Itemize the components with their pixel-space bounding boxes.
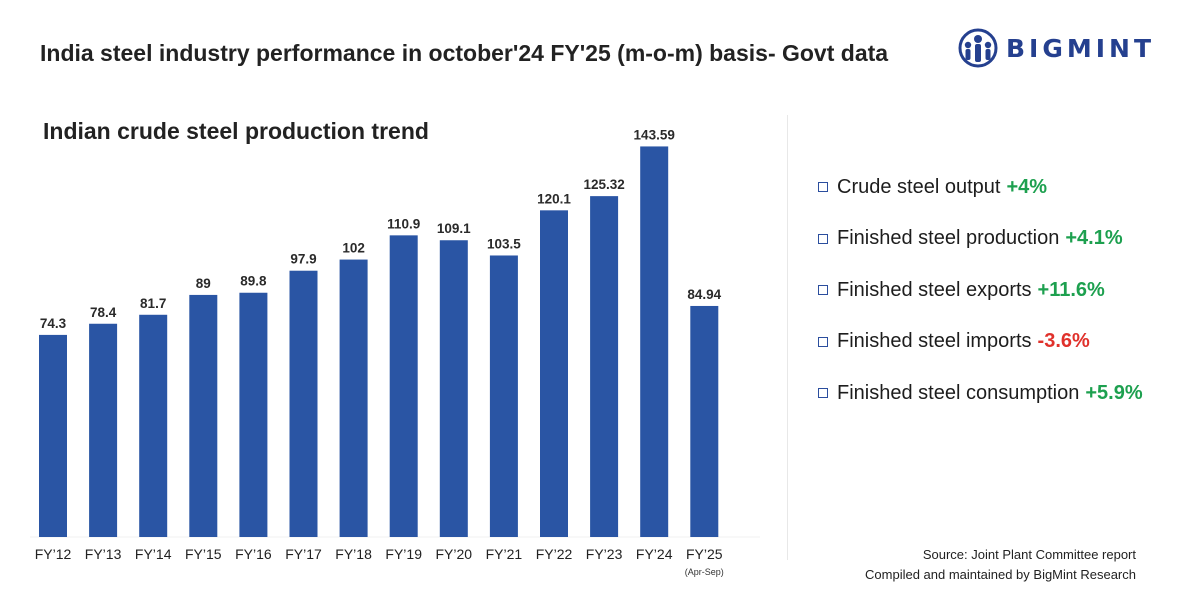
metric-finished-steel-consumption: Finished steel consumption +5.9% [818, 378, 1143, 408]
data-label: 84.94 [687, 287, 721, 302]
metric-label: Finished steel consumption [837, 381, 1080, 404]
metric-label: Finished steel imports [837, 330, 1032, 352]
data-label: 110.9 [387, 216, 420, 231]
data-label: 120.1 [537, 191, 571, 206]
data-label: 102 [342, 241, 365, 256]
bar-FY’21 [489, 255, 518, 538]
x-tick-label: FY’16 [235, 546, 272, 562]
divider [787, 115, 788, 560]
data-label: 143.59 [634, 127, 675, 142]
bullet-icon [818, 233, 828, 244]
x-tick-label: FY’13 [85, 546, 122, 562]
metrics-list: Crude steel output +4% Finished steel pr… [818, 172, 1143, 430]
x-tick-note: (Apr-Sep) [685, 567, 724, 577]
x-tick-label: FY’12 [35, 546, 72, 562]
bar-FY’20 [439, 240, 468, 538]
bar-FY’17 [289, 270, 318, 537]
bigmint-logo-icon [958, 28, 998, 68]
data-label: 103.5 [487, 236, 521, 251]
source-note: Source: Joint Plant Committee report [922, 547, 1136, 562]
metric-finished-steel-production: Finished steel production +4.1% [818, 224, 1143, 254]
metric-finished-steel-imports: Finished steel imports -3.6% [818, 327, 1143, 357]
bar-FY’18 [339, 259, 368, 537]
x-tick-label: FY’24 [636, 546, 673, 562]
bar-chart: 74.3 FY’12 78.4 FY’13 81.7 FY’14 89 FY’15 89.8 FY… [30, 127, 760, 577]
bullet-icon [818, 336, 828, 347]
metric-value: +11.6% [1037, 278, 1105, 301]
bullet-icon [818, 182, 828, 192]
bullet-icon [818, 285, 828, 295]
bar-FY’15 [189, 294, 218, 537]
x-tick-label: FY’23 [586, 546, 623, 562]
bullet-icon [818, 388, 828, 398]
data-label: 97.9 [290, 252, 316, 267]
bar-FY’12 [39, 334, 67, 537]
bar-FY’19 [389, 235, 418, 538]
data-label: 109.1 [437, 221, 471, 236]
data-label: 125.32 [583, 177, 624, 192]
metric-value: +5.9% [1085, 381, 1143, 404]
x-tick-label: FY’17 [285, 546, 322, 562]
bar-FY’25 [690, 305, 719, 537]
bar-FY’24 [640, 146, 669, 538]
x-tick-label: FY’15 [185, 546, 222, 562]
data-label: 89.8 [240, 274, 267, 289]
x-tick-label: FY’20 [436, 546, 473, 562]
x-tick-label: FY’25 [686, 546, 723, 562]
compiled-note: Compiled and maintained by BigMint Resea… [865, 567, 1136, 582]
bar-FY’23 [590, 196, 619, 538]
chart-title: Indian crude steel production trend [43, 118, 429, 144]
metric-label: Finished steel exports [837, 278, 1032, 301]
x-tick-label: FY’14 [135, 546, 172, 562]
x-tick-label: FY’22 [536, 546, 573, 562]
metric-value: +4.1% [1065, 227, 1123, 249]
x-tick-label: FY’19 [385, 546, 422, 562]
metric-label: Finished steel production [837, 227, 1060, 249]
bar-FY’14 [139, 314, 168, 537]
bar-FY’13 [89, 323, 118, 537]
data-label: 74.3 [40, 316, 67, 331]
data-label: 78.4 [90, 305, 117, 320]
page-title: India steel industry performance in octo… [40, 40, 889, 66]
metric-value: +4% [1006, 175, 1048, 198]
metric-label: Crude steel output [837, 175, 1001, 198]
x-tick-label: FY’18 [335, 546, 372, 562]
brand-name: BIGMINT [1006, 33, 1156, 63]
metric-finished-steel-exports: Finished steel exports +11.6% [818, 275, 1143, 305]
bar-FY’22 [540, 210, 568, 537]
data-label: 81.7 [140, 296, 166, 311]
data-label: 89 [196, 276, 211, 291]
brand-logo: BIGMINT [958, 26, 1155, 70]
metric-value: -3.6% [1037, 330, 1090, 352]
metric-crude-steel-output: Crude steel output +4% [818, 172, 1143, 202]
x-tick-label: FY’21 [486, 546, 523, 562]
bar-FY’16 [239, 292, 268, 537]
